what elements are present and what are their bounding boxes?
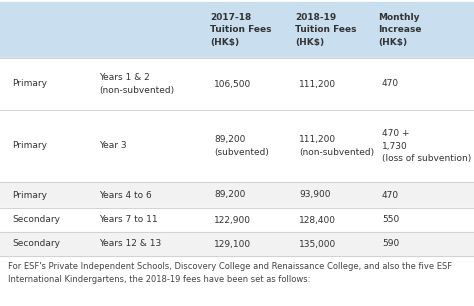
- Text: 122,900: 122,900: [214, 215, 251, 225]
- Text: Years 1 & 2
(non-subvented): Years 1 & 2 (non-subvented): [99, 73, 174, 95]
- Text: 2018-19
Tuition Fees
(HK$): 2018-19 Tuition Fees (HK$): [295, 13, 356, 47]
- Text: 470 +
1,730
(loss of subvention): 470 + 1,730 (loss of subvention): [382, 129, 471, 163]
- Bar: [0, 2, 474, 58]
- Text: Years 4 to 6: Years 4 to 6: [99, 191, 152, 200]
- Text: Secondary: Secondary: [12, 215, 60, 225]
- Text: 470: 470: [382, 80, 399, 88]
- Text: Year 3: Year 3: [99, 141, 127, 151]
- Text: Secondary: Secondary: [12, 240, 60, 248]
- Bar: [0, 208, 474, 232]
- Text: Years 7 to 11: Years 7 to 11: [99, 215, 158, 225]
- Text: 135,000: 135,000: [299, 240, 336, 248]
- Text: Years 12 & 13: Years 12 & 13: [99, 240, 161, 248]
- Text: 106,500: 106,500: [214, 80, 251, 88]
- Text: 111,200: 111,200: [299, 80, 336, 88]
- Text: 93,900: 93,900: [299, 191, 330, 200]
- Text: Primary: Primary: [12, 141, 47, 151]
- Bar: [0, 58, 474, 110]
- Text: For ESF's Private Independent Schools, Discovery College and Renaissance College: For ESF's Private Independent Schools, D…: [8, 262, 452, 284]
- Bar: [0, 232, 474, 256]
- Text: Monthly
Increase
(HK$): Monthly Increase (HK$): [378, 13, 421, 47]
- Text: Primary: Primary: [12, 80, 47, 88]
- Text: 89,200
(subvented): 89,200 (subvented): [214, 135, 269, 157]
- Text: Primary: Primary: [12, 191, 47, 200]
- Text: 590: 590: [382, 240, 399, 248]
- Text: 111,200
(non-subvented): 111,200 (non-subvented): [299, 135, 374, 157]
- Text: 2017-18
Tuition Fees
(HK$): 2017-18 Tuition Fees (HK$): [210, 13, 272, 47]
- Text: 128,400: 128,400: [299, 215, 336, 225]
- Bar: [0, 110, 474, 182]
- Text: 89,200: 89,200: [214, 191, 246, 200]
- Text: 550: 550: [382, 215, 399, 225]
- Text: 470: 470: [382, 191, 399, 200]
- Text: 129,100: 129,100: [214, 240, 251, 248]
- Bar: [0, 182, 474, 208]
